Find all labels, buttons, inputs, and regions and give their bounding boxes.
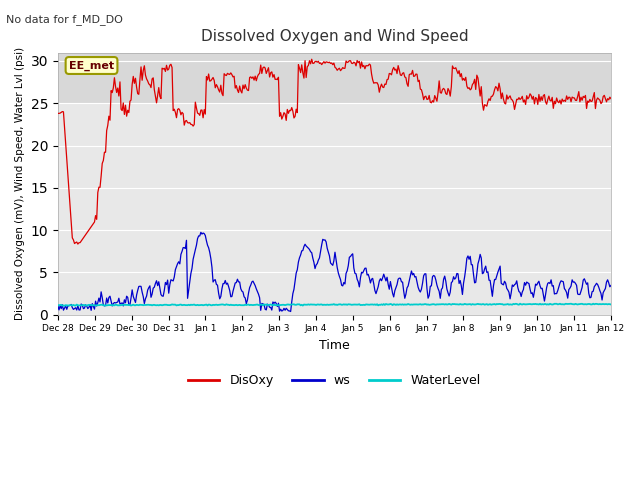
X-axis label: Time: Time xyxy=(319,339,350,352)
Text: EE_met: EE_met xyxy=(69,60,114,71)
Legend: DisOxy, ws, WaterLevel: DisOxy, ws, WaterLevel xyxy=(183,369,486,392)
Bar xyxy=(58,52,611,103)
Title: Dissolved Oxygen and Wind Speed: Dissolved Oxygen and Wind Speed xyxy=(200,29,468,44)
Y-axis label: Dissolved Oxygen (mV), Wind Speed, Water Lvl (psi): Dissolved Oxygen (mV), Wind Speed, Water… xyxy=(15,47,25,320)
Text: No data for f_MD_DO: No data for f_MD_DO xyxy=(6,14,124,25)
